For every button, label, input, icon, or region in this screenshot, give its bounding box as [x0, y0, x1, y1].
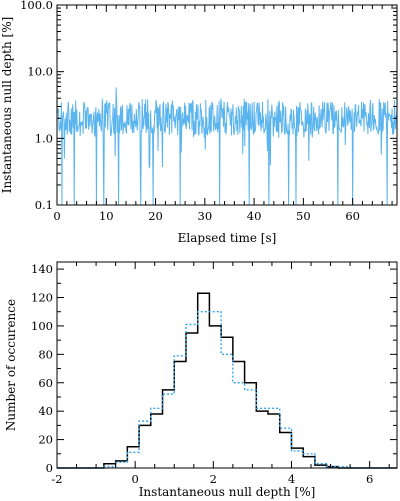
histogram-frame: [56, 261, 398, 469]
time-series-x-tick-label: 10: [99, 209, 114, 223]
time-series-y-axis-label: Instantaneous null depth [%]: [0, 17, 14, 194]
time-series-y-tick-label: 10.0: [27, 65, 53, 79]
histogram-y-axis-label: Number of occurence: [4, 299, 18, 431]
time-series-x-tick-label: 30: [198, 209, 213, 223]
histogram-y-tick-label: 100: [31, 319, 53, 333]
histogram-y-tick-label: 140: [31, 262, 53, 276]
null-depth-series-line: [56, 87, 398, 206]
histogram-x-axis-label: Instantaneous null depth [%]: [139, 485, 316, 499]
time-series-x-tick-label: 20: [148, 209, 163, 223]
histogram-dotted-step-line: [57, 311, 397, 469]
histogram-x-tick-label: 2: [210, 472, 217, 486]
histogram-x-tick-label: 6: [366, 472, 373, 486]
time-series-x-tick-label: 0: [53, 209, 60, 223]
histogram-solid-step-line: [57, 292, 397, 469]
histogram-y-tick-label: 60: [38, 376, 53, 390]
histogram-y-tick-label: 40: [38, 404, 53, 418]
time-series-y-tick-label: 100.0: [20, 0, 53, 12]
histogram-y-tick-label: 80: [38, 347, 53, 361]
time-series-x-tick-label: 50: [296, 209, 311, 223]
histogram-plot-area: [57, 292, 397, 469]
time-series-y-tick-label: 0.1: [35, 198, 53, 212]
time-series-frame: [56, 4, 398, 206]
time-series-y-tick-label: 1.0: [35, 131, 53, 145]
time-series-panel: 0 10 20 30 40 50 60 0.1 1.0 10.0 100.0 Elapsed tim…: [0, 0, 398, 245]
histogram-x-tick-label: -2: [51, 472, 62, 486]
histogram-solid-series: [57, 292, 397, 469]
histogram-y-tick-label: 20: [38, 433, 53, 447]
histogram-x-tick-label: 0: [131, 472, 138, 486]
time-series-x-axis-label: Elapsed time [s]: [178, 231, 277, 245]
histogram-y-tick-label: 120: [31, 291, 53, 305]
time-series-plot-area: [56, 87, 398, 206]
histogram-y-tick-label: 0: [46, 461, 53, 475]
histogram-x-tick-label: 4: [288, 472, 295, 486]
histogram-dotted-series: [57, 311, 397, 469]
time-series-ticks: 0 10 20 30 40 50 60 0.1 1.0 10.0 100.0: [20, 0, 397, 223]
time-series-x-tick-label: 40: [247, 209, 262, 223]
time-series-x-tick-label: 60: [345, 209, 360, 223]
